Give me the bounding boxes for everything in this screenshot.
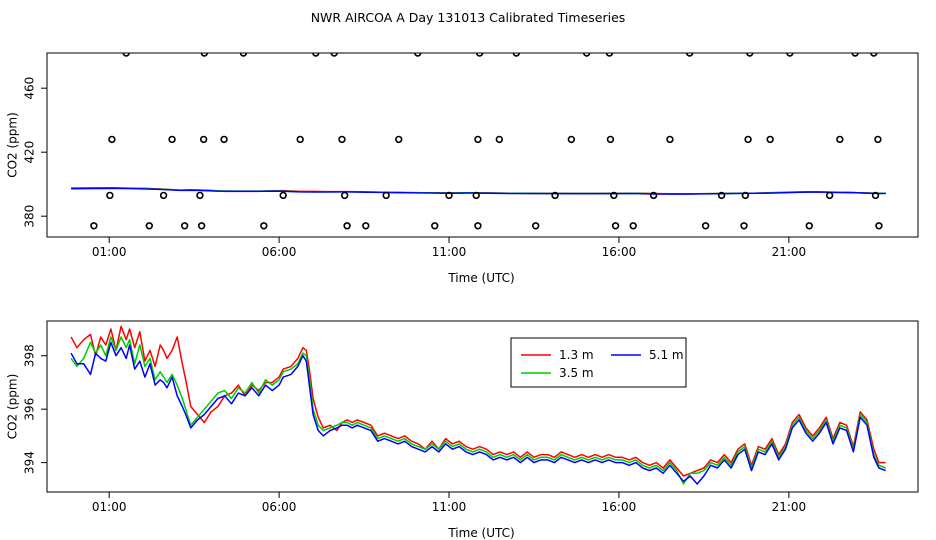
data-point [611,222,620,230]
y-tick-label: 396 [23,398,37,421]
data-point [338,135,346,144]
data-point [786,53,794,57]
data-point [746,53,754,57]
data-point [474,222,482,230]
data-point [197,222,206,230]
x-tick-label: 06:00 [262,500,297,514]
data-point [717,191,726,200]
data-area [70,325,886,485]
data-point [871,191,880,200]
data-point [395,135,403,144]
series-line-5-1-m [70,341,886,485]
data-point [239,53,248,57]
data-area [71,53,886,230]
data-point [701,222,710,230]
data-point [445,191,453,200]
data-point [766,135,774,144]
data-point [744,135,752,144]
data-point [312,53,320,57]
y-tick-label: 420 [23,141,37,164]
data-point [610,191,618,200]
data-point [605,53,614,57]
data-point [414,53,422,57]
data-point [512,53,521,57]
data-point [180,222,189,230]
data-point [666,135,674,144]
data-point [122,53,130,57]
data-point [106,191,114,200]
x-axis-label: Time (UTC) [447,271,514,285]
x-tick-label: 01:00 [92,500,127,514]
x-tick-label: 01:00 [92,245,127,259]
data-point [474,135,482,144]
x-tick-label: 16:00 [602,500,637,514]
x-tick-label: 21:00 [772,245,807,259]
y-axis-label: CO2 (ppm) [6,112,20,178]
data-point [340,191,349,200]
panel-top: 01:00 06:00 11:00 16:00 21:00 380 420 460 Time (… [6,52,919,285]
legend-label: 3.5 m [559,366,594,380]
data-point [472,191,480,200]
data-point [551,191,559,200]
figure-title: NWR AIRCOA A Day 131013 Calibrated Times… [311,10,626,25]
data-point [382,191,390,200]
series-line-5-1-m [71,187,886,195]
x-tick-label: 16:00 [602,245,637,259]
data-point [279,191,287,200]
data-point [805,222,813,230]
data-point [649,191,658,200]
data-point [825,191,834,200]
panel-bottom: 01:00 06:00 11:00 16:00 21:00 394 396 398 Time (… [6,320,919,540]
data-point [431,222,439,230]
data-point [629,222,637,230]
data-point [874,135,882,144]
data-point [145,222,153,230]
data-point [740,222,748,230]
data-point [495,135,504,144]
data-point [875,222,883,230]
series-line-3-5-m [70,336,886,485]
data-point [685,53,694,57]
data-point [475,53,484,57]
data-point [168,135,176,144]
data-point [220,135,228,144]
legend-box [510,337,687,388]
x-tick-label: 11:00 [432,500,467,514]
data-point [90,222,98,230]
data-point [200,53,209,57]
data-point [260,222,268,230]
data-point [199,135,208,144]
data-point [836,135,844,144]
data-point [330,53,338,57]
y-axis-label: CO2 (ppm) [6,374,20,440]
data-point [343,222,351,230]
x-tick-label: 06:00 [262,245,297,259]
data-point [362,222,370,230]
data-point [108,135,116,144]
y-tick-label: 398 [23,344,37,367]
y-tick-label: 380 [23,205,37,228]
data-point [567,135,576,144]
data-point [531,222,540,230]
series-line-1-3-m [70,325,886,477]
data-point [296,135,304,144]
x-tick-label: 21:00 [772,500,807,514]
x-axis-label: Time (UTC) [447,526,514,540]
plot-frame [46,52,919,238]
data-point [741,191,750,200]
data-point [196,191,204,200]
data-point [870,53,878,57]
plot-frame [46,320,919,493]
data-point [851,53,859,57]
legend: 1.3 m 3.5 m 5.1 m [510,337,687,388]
x-tick-label: 11:00 [432,245,467,259]
legend-label: 1.3 m [559,348,594,362]
y-tick-label: 394 [23,451,37,474]
y-tick-label: 460 [23,77,37,100]
data-point [159,191,168,200]
data-point [582,53,591,57]
data-point [606,135,615,144]
legend-label: 5.1 m [649,348,684,362]
